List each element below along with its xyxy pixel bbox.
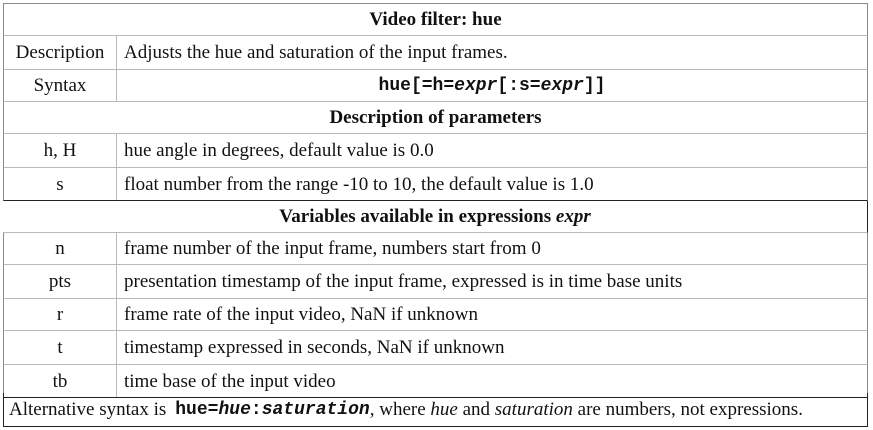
variable-name: tb <box>4 365 117 397</box>
vars-heading-row: Variables available in expressions expr <box>3 201 868 233</box>
syntax-row: Syntax hue[=h=expr[:s=expr]] <box>3 70 868 102</box>
variable-description: timestamp expressed in seconds, NaN if u… <box>124 337 505 358</box>
variable-description: presentation timestamp of the input fram… <box>124 271 683 292</box>
variable-row: n frame number of the input frame, numbe… <box>3 233 868 265</box>
description-label: Description <box>4 36 117 69</box>
alternative-syntax-note: Alternative syntax is hue=hue:saturation… <box>3 393 868 427</box>
variable-name: n <box>4 233 117 264</box>
variable-row: tb time base of the input video <box>3 365 868 398</box>
syntax-suffix: ]] <box>583 75 606 96</box>
param-description: hue angle in degrees, default value is 0… <box>124 140 434 161</box>
params-heading: Description of parameters <box>329 107 542 128</box>
footer-code-hue: hue <box>218 399 251 420</box>
variable-name: r <box>4 299 117 330</box>
syntax-expr-1: expr <box>454 75 498 96</box>
syntax-prefix: hue[=h= <box>378 75 455 96</box>
footer-code-saturation: saturation <box>261 399 370 420</box>
vars-heading-expr: expr <box>555 206 591 227</box>
description-text: Adjusts the hue and saturation of the in… <box>124 42 508 63</box>
param-name: h, H <box>4 134 117 167</box>
footer-text-2: and <box>457 398 495 420</box>
vars-heading-text: Variables available in expressions <box>279 206 556 227</box>
variable-description: frame number of the input frame, numbers… <box>124 238 541 259</box>
variable-name: t <box>4 331 117 364</box>
syntax-middle: [:s= <box>497 75 541 96</box>
params-heading-row: Description of parameters <box>3 102 868 134</box>
variable-name: pts <box>4 265 117 298</box>
footer-text-3: are numbers, not expressions. <box>572 398 803 420</box>
title-row: Video filter: hue <box>3 3 868 36</box>
param-row: h, H hue angle in degrees, default value… <box>3 134 868 168</box>
syntax-expr-2: expr <box>540 75 584 96</box>
param-row: s float number from the range -10 to 10,… <box>3 168 868 201</box>
footer-em-saturation: saturation <box>494 398 573 420</box>
syntax-label: Syntax <box>4 70 117 101</box>
footer-code: hue=hue:saturation <box>175 400 369 420</box>
footer-em-hue: hue <box>430 398 458 420</box>
syntax-code: hue[=h=expr[:s=expr]] <box>379 76 606 96</box>
footer-code-colon: : <box>250 399 262 420</box>
variable-row: t timestamp expressed in seconds, NaN if… <box>3 331 868 365</box>
footer-code-prefix: hue= <box>175 399 219 420</box>
table-title: Video filter: hue <box>369 9 502 30</box>
footer-text-1: , where <box>369 398 431 420</box>
description-row: Description Adjusts the hue and saturati… <box>3 36 868 70</box>
param-description: float number from the range -10 to 10, t… <box>124 173 594 195</box>
variable-row: pts presentation timestamp of the input … <box>3 265 868 299</box>
variable-row: r frame rate of the input video, NaN if … <box>3 299 868 331</box>
vars-heading: Variables available in expressions expr <box>3 201 867 232</box>
syntax-value: hue[=h=expr[:s=expr]] <box>117 70 867 101</box>
param-name: s <box>4 168 117 200</box>
filter-table: Video filter: hue Description Adjusts th… <box>3 3 868 398</box>
footer-lead: Alternative syntax is <box>9 398 167 420</box>
variable-description: frame rate of the input video, NaN if un… <box>124 304 479 325</box>
variable-description: time base of the input video <box>124 370 336 392</box>
